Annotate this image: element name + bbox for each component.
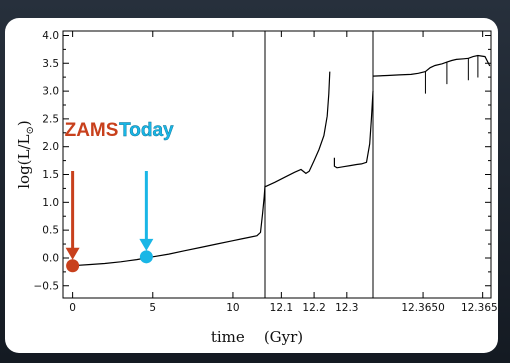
- x-tick-label: 12.3: [335, 302, 358, 314]
- y-tick-label: 3.5: [42, 58, 59, 70]
- y-tick-label: 3.0: [42, 86, 59, 98]
- zams-label: ZAMS: [65, 120, 119, 141]
- luminosity-curve-panel-1-segment-1: [69, 185, 266, 269]
- y-tick-label: 2.5: [42, 113, 59, 125]
- y-tick-label: 1.0: [42, 197, 59, 209]
- x-tick-label: 12.1: [270, 302, 293, 314]
- annotations: ZAMS Today: [65, 120, 174, 273]
- luminosity-curve-panel-3-segment-1: [372, 54, 491, 77]
- zams-arrow-head: [65, 247, 80, 260]
- y-tick-label: 4.0: [42, 30, 59, 42]
- axis-ticks: −0.5 0.0 0.5 1.0 1.5 2.0 2.5 3.0 3.5 4.0 0 5 10 12.1 1…: [34, 30, 499, 314]
- x-axis-label: time (Gyr): [211, 328, 303, 346]
- y-tick-label: 0.0: [42, 252, 59, 264]
- today-marker: [139, 250, 153, 264]
- curves: [69, 54, 491, 269]
- luminosity-curve-panel-2-segment-2: [333, 91, 374, 169]
- plot-frame: [62, 30, 492, 299]
- x-tick-label: 12.3655: [461, 302, 498, 314]
- zams-marker: [66, 259, 80, 273]
- figure-card: −0.5 0.0 0.5 1.0 1.5 2.0 2.5 3.0 3.5 4.0 0 5 10 12.1 1…: [5, 18, 498, 353]
- x-tick-label: 5: [149, 302, 156, 314]
- y-axis-label: log(L/L⊙): [15, 120, 36, 189]
- luminosity-curve-panel-2-segment-1: [264, 71, 331, 188]
- x-tick-label: 12.2: [302, 302, 325, 314]
- x-tick-label: 10: [226, 302, 239, 314]
- x-tick-label: 12.3650: [401, 302, 444, 314]
- y-tick-label: 2.0: [42, 141, 59, 153]
- luminosity-evolution-chart: −0.5 0.0 0.5 1.0 1.5 2.0 2.5 3.0 3.5 4.0 0 5 10 12.1 1…: [15, 30, 499, 346]
- today-arrow-head: [139, 238, 154, 251]
- y-tick-label: −0.5: [34, 280, 60, 292]
- axis-labels: time (Gyr) log(L/L⊙): [15, 120, 303, 346]
- y-tick-label: 1.5: [42, 169, 59, 181]
- today-label: Today: [119, 120, 174, 141]
- x-tick-label: 0: [69, 302, 76, 314]
- y-tick-label: 0.5: [42, 225, 59, 237]
